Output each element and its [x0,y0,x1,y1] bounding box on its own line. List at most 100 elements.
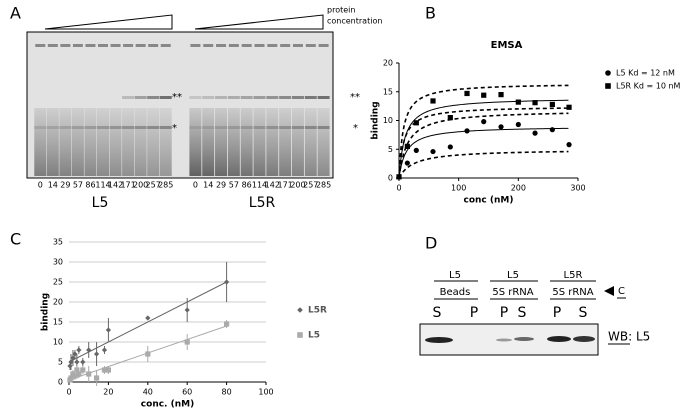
blot-band [547,336,571,342]
point [549,127,555,133]
lane-smear [34,108,47,176]
gel-lanes [34,44,330,176]
fit-curve [398,99,569,179]
well [228,44,239,47]
band [59,126,72,129]
x-tick-label: 60 [182,388,192,397]
well [305,44,316,47]
lane-smear [189,108,202,176]
band [134,96,147,99]
point [145,351,151,357]
lane-smear [122,108,135,176]
wedge-label: concentration [327,17,382,26]
well [60,44,71,47]
point [72,351,78,357]
lane-label: S [518,305,527,321]
gel-name: L5 [92,195,109,211]
point [447,144,453,150]
legend-label: L5R Kd = 10 nM [616,82,681,91]
group-label: 5S rRNA [552,287,593,298]
y-tick-label: 30 [53,258,63,267]
lane-label: S [579,305,588,321]
lane-label: 257 [303,181,318,190]
band [304,126,317,129]
panel-label: B [425,4,436,23]
lane-smear [147,108,160,176]
well [190,44,201,47]
y-tick-label: 10 [383,116,393,125]
well [160,44,171,47]
wedge [194,14,324,30]
group-label: Beads [440,287,471,298]
band [317,96,330,99]
point [404,160,410,166]
point [430,98,436,104]
well [254,44,265,47]
well [85,44,96,47]
panel-label: A [10,4,21,23]
well [123,44,134,47]
point [68,375,74,381]
well [110,44,121,47]
lane-smear [71,108,84,176]
band [279,126,292,129]
band [71,126,84,129]
band [266,96,279,99]
lane-label: 285 [158,181,173,190]
legend-marker [297,307,303,313]
point [515,121,521,128]
band [215,96,228,99]
point [80,367,86,373]
lane-smear [279,108,292,176]
point [549,101,555,107]
band [202,126,215,129]
wedge [44,14,173,30]
well [267,44,278,47]
point [566,142,572,148]
trend-line [68,281,227,363]
point [80,359,86,365]
band [279,96,292,99]
y-tick-label: 0 [388,174,393,183]
band [189,126,202,129]
x-axis-label: conc. (nM) [141,400,194,410]
y-tick-label: 0 [58,378,63,387]
point [515,99,521,105]
band [240,126,253,129]
blot-band [573,336,595,342]
band [97,126,109,129]
well [318,44,329,47]
blot-band [514,337,534,341]
band [317,126,330,129]
x-axis-label: conc (nM) [464,196,514,206]
lane-label: 142 [265,181,280,190]
lane-smear [215,108,228,176]
band [159,96,172,99]
lane-label: S [433,305,442,321]
well [35,44,46,47]
blot-band [425,337,453,343]
fit-curve [398,107,569,179]
band [46,126,59,129]
point [447,115,453,121]
star-label: * [353,123,358,134]
point [74,367,80,373]
lane-smear [46,108,59,176]
x-tick-label: 0 [396,184,401,193]
legend-label: L5 [308,331,320,341]
lane-label: 57 [229,181,239,190]
band [189,96,202,99]
well [203,44,214,47]
band [84,126,97,129]
lane-label: 200 [133,181,148,190]
fit-curve [398,84,569,179]
lane-label: 29 [60,181,70,190]
band [227,96,240,99]
lane-label: 14 [48,181,58,190]
well [148,44,159,47]
lane-smear [202,108,215,176]
y-tick-label: 35 [53,238,63,247]
lane-smear [291,108,304,176]
wb-label: WB: L5 [608,330,650,344]
band [147,96,160,99]
